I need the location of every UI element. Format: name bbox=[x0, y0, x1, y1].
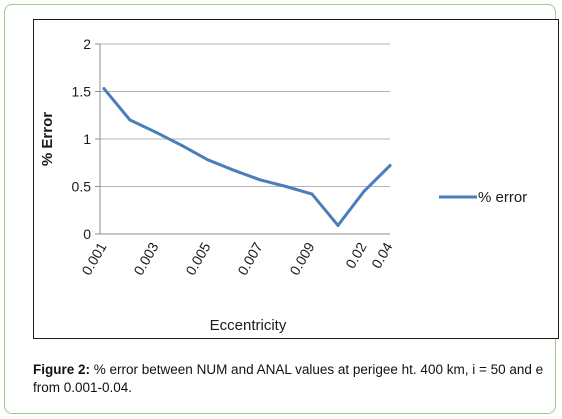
data-point bbox=[128, 118, 132, 122]
caption-label: Figure 2: bbox=[33, 362, 91, 377]
y-tick-label: 0.5 bbox=[72, 179, 92, 195]
x-tick-label: 0.04 bbox=[368, 239, 396, 271]
data-point bbox=[362, 189, 366, 193]
x-tick-label: 0.003 bbox=[130, 239, 161, 278]
line-chart: 0 0.5 1 1.5 2 0.001 0.003 0.005 0.007 0.009 0.020.… bbox=[39, 36, 527, 334]
y-tick-label: 1 bbox=[83, 131, 91, 147]
data-point bbox=[310, 192, 314, 196]
figure-frame: 0 0.5 1 1.5 2 0.001 0.003 0.005 0.007 0.009 0.02 0.… bbox=[4, 4, 559, 414]
data-point bbox=[232, 168, 236, 172]
figure-caption: Figure 2: % error between NUM and ANAL v… bbox=[33, 361, 548, 397]
data-point bbox=[102, 87, 106, 91]
chart-area: 0 0.5 1 1.5 2 0.001 0.003 0.005 0.007 0.009 0.02 0.… bbox=[33, 19, 559, 339]
x-tick-label: 0.001 bbox=[78, 239, 109, 278]
data-point bbox=[154, 130, 158, 134]
y-tick-label: 2 bbox=[83, 36, 91, 52]
data-point bbox=[336, 223, 340, 227]
x-tick-label: 0.009 bbox=[286, 239, 317, 278]
caption-text: % error between NUM and ANAL values at p… bbox=[33, 362, 544, 395]
x-tick-label: 0.02 bbox=[342, 239, 370, 271]
y-axis-title: % Error bbox=[39, 112, 56, 166]
y-tick-label: 0 bbox=[83, 226, 91, 242]
legend-label: % error bbox=[478, 189, 527, 206]
data-point bbox=[206, 158, 210, 162]
x-tick-label: 0.005 bbox=[182, 239, 213, 278]
data-point bbox=[180, 144, 184, 148]
series-line bbox=[102, 87, 392, 227]
data-point bbox=[258, 178, 262, 182]
y-tick-label: 1.5 bbox=[72, 84, 92, 100]
x-axis-title: Eccentricity bbox=[210, 317, 287, 334]
data-point bbox=[388, 164, 392, 168]
data-point bbox=[284, 185, 288, 188]
x-tick-label: 0.007 bbox=[234, 239, 265, 278]
